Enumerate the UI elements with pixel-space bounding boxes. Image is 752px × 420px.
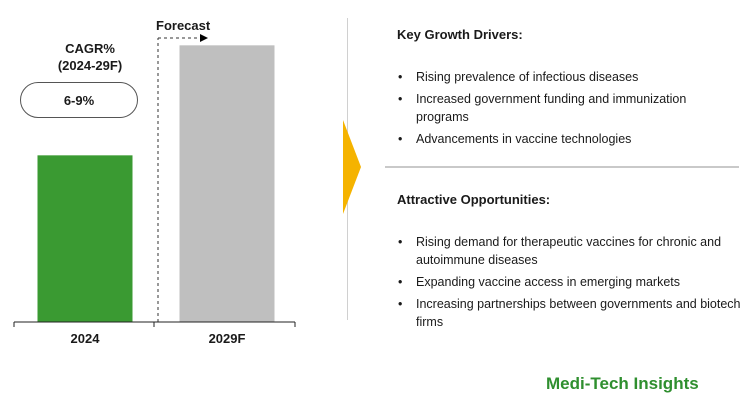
x-tick-label: 2024 [71, 331, 101, 346]
bar-2029f [179, 45, 275, 322]
chevron-right-icon [343, 120, 361, 214]
cagr-value: 6-9% [63, 92, 95, 108]
growth-drivers-title: Key Growth Drivers: [397, 27, 523, 42]
list-item: Increased government funding and immuniz… [397, 90, 742, 126]
growth-drivers-section: Key Growth Drivers: Rising prevalence of… [397, 27, 742, 152]
list-item: Rising demand for therapeutic vaccines f… [397, 233, 742, 269]
horizontal-divider [385, 166, 739, 168]
forecast-label: Forecast [156, 18, 211, 33]
list-item: Rising prevalence of infectious diseases [397, 68, 742, 86]
list-item: Advancements in vaccine technologies [397, 130, 742, 148]
opportunities-title: Attractive Opportunities: [397, 192, 551, 207]
cagr-period-label: (2024-29F) [57, 58, 123, 73]
cagr-title-label: CAGR% [65, 41, 115, 56]
growth-drivers-list: Rising prevalence of infectious diseases… [397, 68, 742, 148]
bar-2024 [37, 155, 133, 322]
cagr-value-badge: 6-9% [20, 82, 138, 118]
list-item: Expanding vaccine access in emerging mar… [397, 273, 742, 291]
bar-chart: 2024 2029F [13, 34, 296, 346]
brand-logo-text: Medi-Tech Insights [546, 374, 699, 393]
x-tick-label: 2029F [209, 331, 246, 346]
cagr-title: CAGR% (2024-29F) [30, 40, 150, 74]
list-item: Increasing partnerships between governme… [397, 295, 742, 331]
opportunities-section: Attractive Opportunities: Rising demand … [397, 192, 742, 335]
opportunities-list: Rising demand for therapeutic vaccines f… [397, 233, 742, 331]
